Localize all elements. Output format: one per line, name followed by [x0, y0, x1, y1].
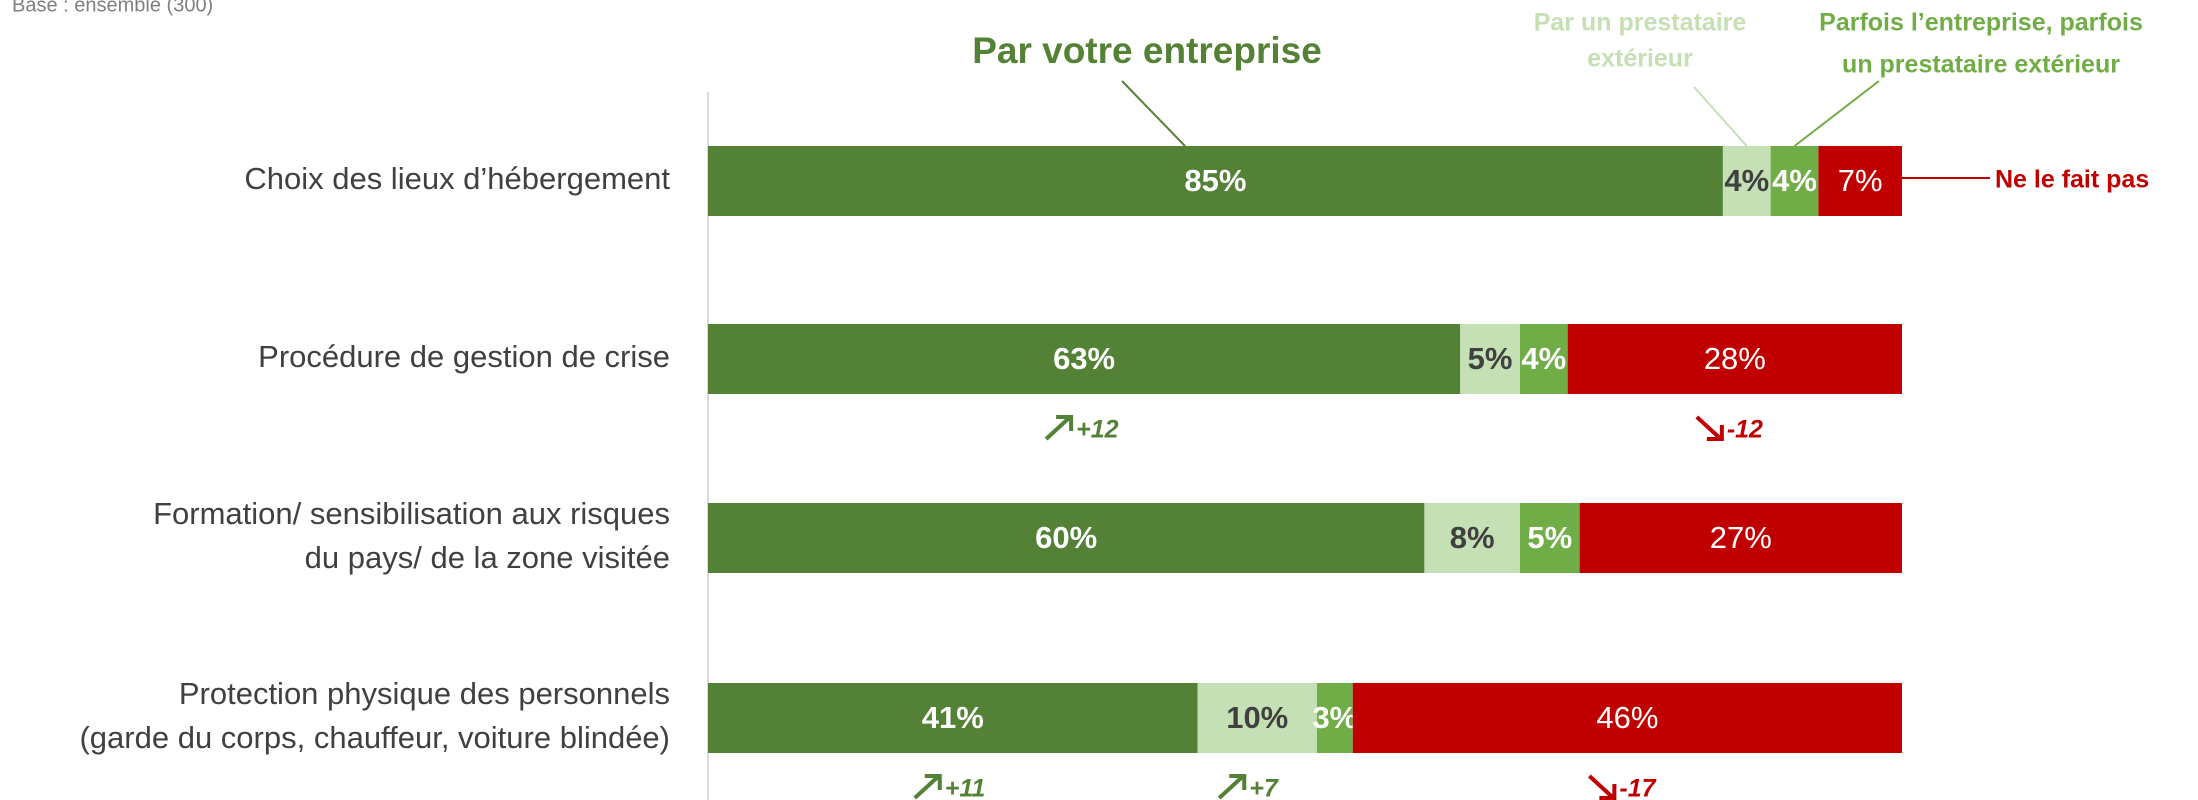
subtitle: Base : ensemble (300): [12, 0, 213, 16]
bar-segment: [1460, 324, 1520, 394]
value-label: 28%: [1704, 341, 1766, 376]
leader-line: [1793, 80, 1880, 147]
category-label: Protection physique des personnels: [179, 676, 670, 711]
legend-label: Ne le fait pas: [1995, 166, 2149, 194]
value-label: 7%: [1838, 163, 1883, 198]
change-arrow: [913, 774, 942, 800]
legend-label: Parfois l’entreprise, parfois: [1819, 9, 2143, 37]
category-label: du pays/ de la zone visitée: [305, 540, 670, 575]
bar-segment: [1519, 503, 1580, 573]
change-label: +12: [1076, 416, 1119, 444]
value-label: 4%: [1724, 163, 1769, 198]
bar-segment: [1579, 503, 1902, 573]
bar-segment: [708, 503, 1425, 573]
value-label: 5%: [1527, 520, 1572, 555]
value-label: 41%: [922, 700, 984, 735]
bar-segment: [1197, 683, 1317, 753]
bar-segment: [708, 324, 1461, 394]
value-label: 5%: [1468, 341, 1513, 376]
leader-line: [1693, 86, 1748, 147]
bar-segment: [1352, 683, 1902, 753]
bar-segment: [708, 146, 1723, 216]
category-label: Formation/ sensibilisation aux risques: [153, 496, 670, 531]
change-arrow: [1044, 415, 1074, 441]
bar-segment: [1818, 146, 1902, 216]
change-label: -17: [1619, 775, 1656, 800]
value-label: 46%: [1596, 700, 1658, 735]
value-label: 10%: [1226, 700, 1288, 735]
value-label: 60%: [1035, 520, 1097, 555]
value-label: 4%: [1521, 341, 1566, 376]
legend-label: un prestataire extérieur: [1842, 51, 2120, 79]
leader-line: [1121, 80, 1186, 147]
legend-label: Par un prestataire: [1534, 9, 1747, 37]
bar-segment: [1316, 683, 1353, 753]
category-label: Procédure de gestion de crise: [258, 339, 670, 374]
bar-segment: [1519, 324, 1568, 394]
bar-segment: [1567, 324, 1902, 394]
change-label: +11: [945, 775, 986, 800]
category-label: Choix des lieux d’hébergement: [244, 161, 670, 196]
category-label: (garde du corps, chauffeur, voiture blin…: [79, 720, 670, 755]
value-label: 63%: [1053, 341, 1115, 376]
value-label: 27%: [1710, 520, 1772, 555]
change-label: +7: [1249, 775, 1279, 800]
legend-label: Par votre entreprise: [972, 30, 1322, 71]
change-arrow: [1695, 415, 1724, 441]
bar-segment: [1770, 146, 1819, 216]
value-label: 8%: [1450, 520, 1495, 555]
bar-segment: [1424, 503, 1520, 573]
legend-label: extérieur: [1587, 45, 1693, 73]
value-label: 4%: [1772, 163, 1817, 198]
value-label: 3%: [1312, 700, 1357, 735]
change-arrow: [1588, 774, 1617, 800]
bar-segment: [1722, 146, 1771, 216]
value-label: 85%: [1184, 163, 1246, 198]
change-arrow: [1217, 774, 1247, 800]
bar-segment: [708, 683, 1198, 753]
change-label: -12: [1727, 416, 1763, 444]
